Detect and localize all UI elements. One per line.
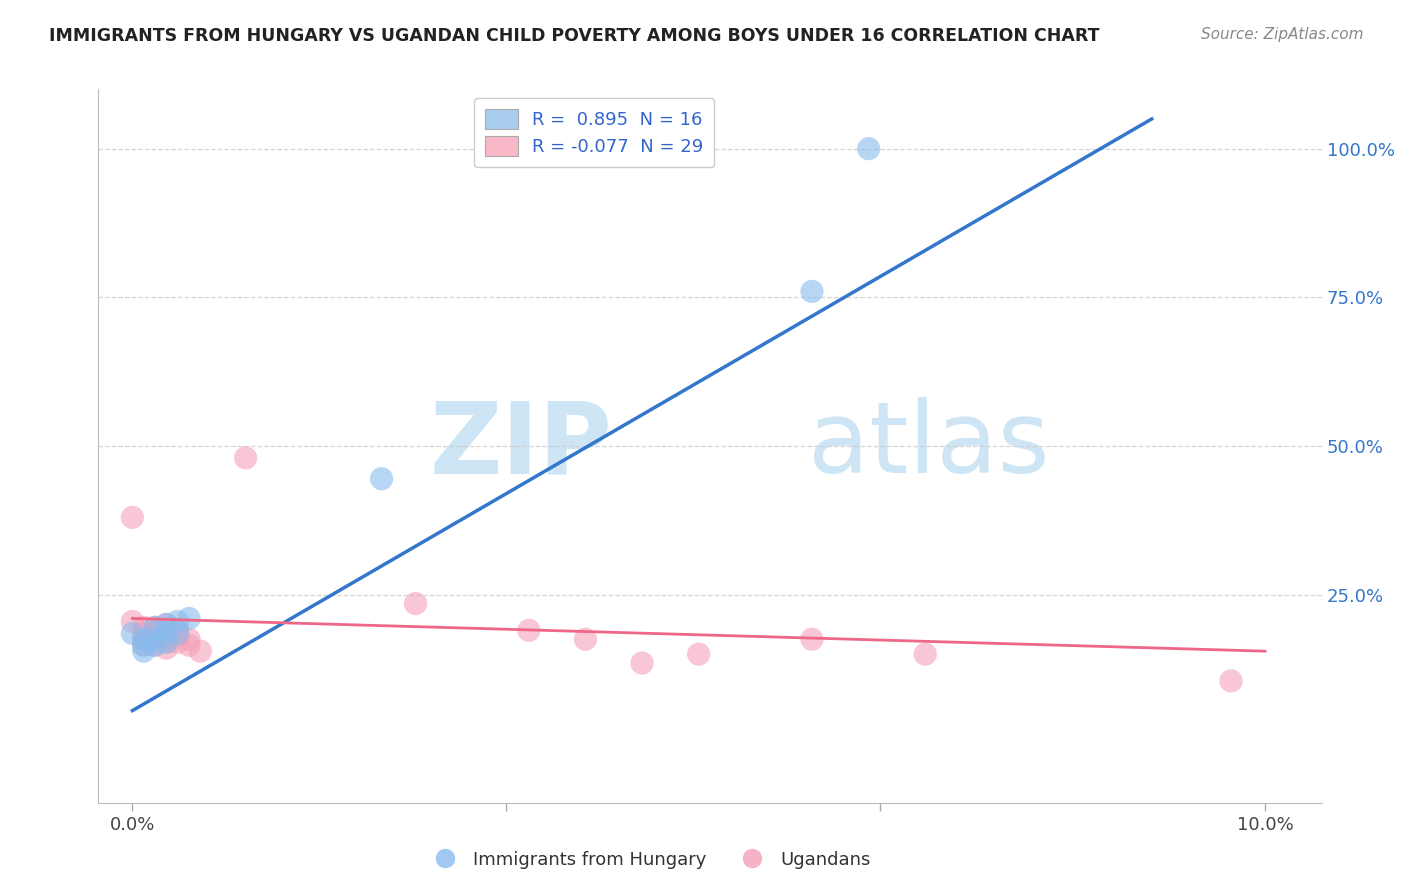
Point (132, 638, 155, 652)
Point (235, 450, 257, 465)
Point (517, 624, 540, 638)
Point (177, 638, 200, 652)
Point (143, 620, 166, 634)
Point (574, 632, 596, 647)
Point (914, 647, 936, 661)
Point (631, 656, 654, 670)
Point (121, 510, 143, 524)
Text: ZIP: ZIP (429, 398, 612, 494)
Point (155, 635, 177, 649)
Point (166, 635, 188, 649)
Point (143, 626, 166, 640)
Point (143, 632, 166, 647)
Point (155, 626, 177, 640)
Point (143, 638, 166, 652)
Point (801, 632, 824, 647)
Point (132, 644, 155, 658)
Point (132, 632, 155, 647)
Legend: Immigrants from Hungary, Ugandans: Immigrants from Hungary, Ugandans (419, 844, 879, 876)
Point (166, 626, 188, 640)
Point (155, 617, 177, 632)
Point (166, 629, 188, 643)
Point (166, 624, 188, 638)
Point (155, 635, 177, 649)
Text: Source: ZipAtlas.com: Source: ZipAtlas.com (1201, 27, 1364, 42)
Point (143, 620, 166, 634)
Point (177, 611, 200, 625)
Point (121, 626, 143, 640)
Point (188, 644, 212, 658)
Text: IMMIGRANTS FROM HUNGARY VS UGANDAN CHILD POVERTY AMONG BOYS UNDER 16 CORRELATION: IMMIGRANTS FROM HUNGARY VS UGANDAN CHILD… (49, 27, 1099, 45)
Point (143, 632, 166, 647)
Point (132, 620, 155, 634)
Point (132, 626, 155, 640)
Point (166, 615, 188, 629)
Point (132, 638, 155, 652)
Point (121, 615, 143, 629)
Point (1220, 673, 1243, 688)
Point (801, 285, 824, 299)
Point (370, 472, 392, 486)
Point (405, 597, 427, 611)
Point (688, 647, 710, 661)
Point (155, 617, 177, 632)
Point (132, 632, 155, 647)
Point (143, 638, 166, 652)
Point (155, 641, 177, 656)
Point (858, 142, 880, 156)
Point (177, 632, 200, 647)
Text: atlas: atlas (808, 398, 1049, 494)
Point (155, 626, 177, 640)
